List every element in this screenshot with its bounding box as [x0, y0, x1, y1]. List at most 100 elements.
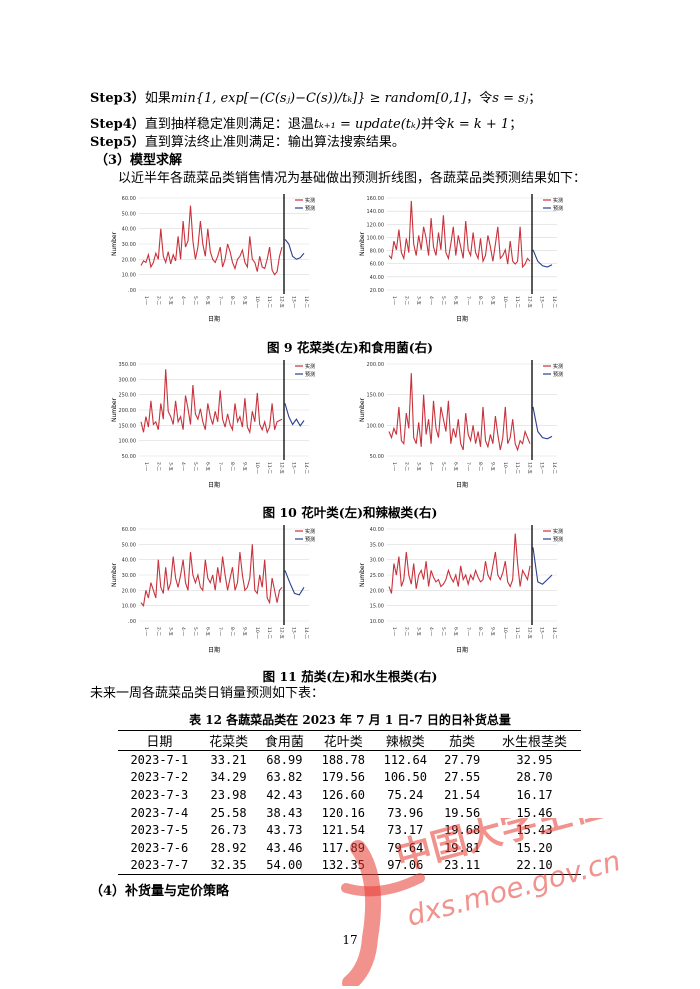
series-forecast-line — [284, 403, 305, 427]
y-tick-label: 150.00 — [119, 423, 137, 429]
x-tick-label: 6-五 — [453, 627, 459, 636]
x-tick-label: 14-二 — [303, 627, 309, 639]
legend-label: 实测 — [553, 197, 563, 204]
table-body: 2023-7-1 33.21 68.99 188.78 112.64 27.79 32.95… — [118, 751, 581, 876]
x-axis-label: 日期 — [208, 646, 220, 654]
x-tick-label: 10-一 — [502, 462, 508, 474]
y-tick-label: 100.00 — [119, 439, 137, 445]
x-tick-label: 7-一 — [217, 627, 223, 636]
table-header-cell: 辣椒类 — [374, 730, 437, 751]
x-tick-label: 14-二 — [303, 296, 309, 308]
y-tick-label: 40.00 — [370, 527, 384, 533]
table-cell: 26.73 — [210, 823, 247, 838]
x-tick-label: 9-五 — [241, 627, 247, 636]
chart-leafy: 350.00 300.00 250.00 200.00 150.00 100.00 50.0… — [104, 354, 329, 494]
table-header-cell: 日期 — [118, 730, 201, 751]
x-tick-label: 9-五 — [241, 296, 247, 305]
figure-10-caption: 图 10 花叶类(左)和辣椒类(右) — [262, 505, 438, 520]
table-cell: 28.92 — [210, 840, 247, 855]
chart-svg: 160.00 140.00 120.00 100.00 80.00 60.00 40.00 2… — [359, 194, 563, 323]
table-cell: 75.24 — [387, 787, 424, 802]
table-cell: 32.35 — [200, 856, 257, 876]
forecast-table: 日期 花菜类 食用菌 花叶类 辣椒类 茄类 水生根茎类 2023-7-1 33.21 68.99… — [118, 730, 581, 876]
x-tick-label: 3-五 — [168, 462, 174, 471]
table-cell: 43.73 — [266, 823, 303, 838]
x-tick-label: 14-二 — [551, 627, 557, 639]
x-tick-label: 3-五 — [168, 627, 174, 636]
table-cell: 63.82 — [266, 770, 303, 785]
y-tick-label: 20.00 — [370, 288, 384, 294]
x-tick-label: 4-一 — [428, 462, 434, 471]
step4-line: Step4）直到抽样稳定准则满足：退温tₖ₊₁ = update(tₖ)并令k … — [90, 117, 522, 133]
table-cell: 25.58 — [210, 805, 247, 820]
x-tick-label: 14-二 — [303, 462, 309, 474]
table-cell: 23.98 — [210, 787, 247, 802]
table-cell: 2023-7-2 — [130, 770, 189, 785]
x-tick-label: 2-二 — [155, 462, 161, 471]
x-tick-label: 13-一 — [539, 462, 545, 474]
table-cell: 2023-7-3 — [130, 787, 189, 802]
table-cell: 2023-7-1 — [130, 752, 189, 767]
x-tick-label: 2-二 — [403, 462, 409, 471]
legend-label: 预测 — [553, 536, 563, 543]
y-tick-label: 100.00 — [367, 423, 385, 429]
x-tick-label: 6-五 — [205, 462, 211, 471]
table-row: 2023-7-3 23.98 42.43 126.60 75.24 21.54 16.17 — [118, 786, 581, 804]
series-actual-line — [140, 544, 283, 608]
step3-text: 如果 — [144, 91, 171, 106]
table-header-cell: 花叶类 — [312, 730, 375, 751]
series-forecast-line — [284, 239, 305, 260]
step3-assign: s = sⱼ — [492, 91, 529, 106]
x-tick-label: 5-二 — [192, 627, 198, 636]
y-tick-label: 300.00 — [119, 377, 137, 383]
x-tick-label: 12-五 — [526, 462, 532, 474]
table-title: 表 12 各蔬菜品类在 2023 年 7 月 1 日-7 日的日补货总量 — [189, 713, 511, 727]
x-tick-label: 1-一 — [143, 462, 149, 471]
table-cell: 28.70 — [516, 770, 553, 785]
x-tick-label: 11-二 — [514, 462, 520, 474]
table-row: 2023-7-5 26.73 43.73 121.54 73.17 19.68 15.43 — [118, 821, 581, 839]
y-tick-label: 20.00 — [122, 257, 136, 263]
table-cell: 121.54 — [321, 823, 365, 838]
x-tick-label: 12-五 — [526, 296, 532, 308]
y-tick-label: 140.00 — [367, 209, 385, 215]
y-tick-label: 350.00 — [119, 362, 137, 368]
table-cell: 42.43 — [266, 787, 303, 802]
chart-cauliflower: 60.00 50.00 40.00 30.00 20.00 10.00 .00 Number 1… — [104, 188, 329, 328]
chart-pepper: 200.00 150.00 100.00 50.00 Number 1-一 2-二 3-五 4-… — [352, 354, 577, 494]
step4-formula: tₖ₊₁ = update(tₖ) — [313, 117, 421, 132]
series-forecast-line — [532, 547, 553, 585]
chart-eggplant: 60.00 50.00 40.00 30.00 20.00 10.00 .00 Number 1… — [104, 519, 329, 659]
table-row: 2023-7-1 33.21 68.99 188.78 112.64 27.79 32.95 — [118, 751, 581, 769]
series-forecast-line — [284, 570, 305, 596]
figure-9-caption: 图 9 花菜类(左)和食用菌(右) — [266, 340, 434, 355]
step4-end: ； — [509, 117, 523, 132]
table-cell: 27.79 — [444, 752, 481, 767]
x-tick-label: 2-二 — [403, 627, 409, 636]
x-tick-label: 5-二 — [192, 462, 198, 471]
y-tick-label: 60.00 — [370, 262, 384, 268]
x-axis-label: 日期 — [208, 481, 220, 489]
y-tick-label: 200.00 — [367, 362, 385, 368]
table-row: 2023-7-2 34.29 63.82 179.56 106.50 27.55 28.70 — [118, 769, 581, 787]
x-tick-label: 7-一 — [217, 462, 223, 471]
x-tick-label: 1-一 — [391, 462, 397, 471]
x-tick-label: 14-二 — [551, 462, 557, 474]
x-tick-label: 6-五 — [453, 462, 459, 471]
x-tick-label: 2-二 — [403, 296, 409, 305]
x-tick-label: 10-一 — [254, 296, 260, 308]
table-cell: 22.10 — [487, 856, 581, 876]
x-tick-label: 6-五 — [453, 296, 459, 305]
chart-svg: 200.00 150.00 100.00 50.00 Number 1-一 2-二 3-五 4-… — [359, 360, 563, 489]
table-cell: 120.16 — [321, 805, 365, 820]
table-header-cell: 花菜类 — [200, 730, 257, 751]
step5-line: Step5）直到算法终止准则满足：输出算法搜索结果。 — [90, 135, 405, 151]
x-tick-label: 9-五 — [489, 462, 495, 471]
y-tick-label: 30.00 — [370, 558, 384, 564]
table-cell: 179.56 — [321, 770, 365, 785]
x-tick-label: 7-一 — [465, 627, 471, 636]
chart-svg: 350.00 300.00 250.00 200.00 150.00 100.00 50.0… — [111, 360, 315, 489]
y-tick-label: 15.00 — [370, 604, 384, 610]
x-tick-label: 13-一 — [539, 627, 545, 639]
